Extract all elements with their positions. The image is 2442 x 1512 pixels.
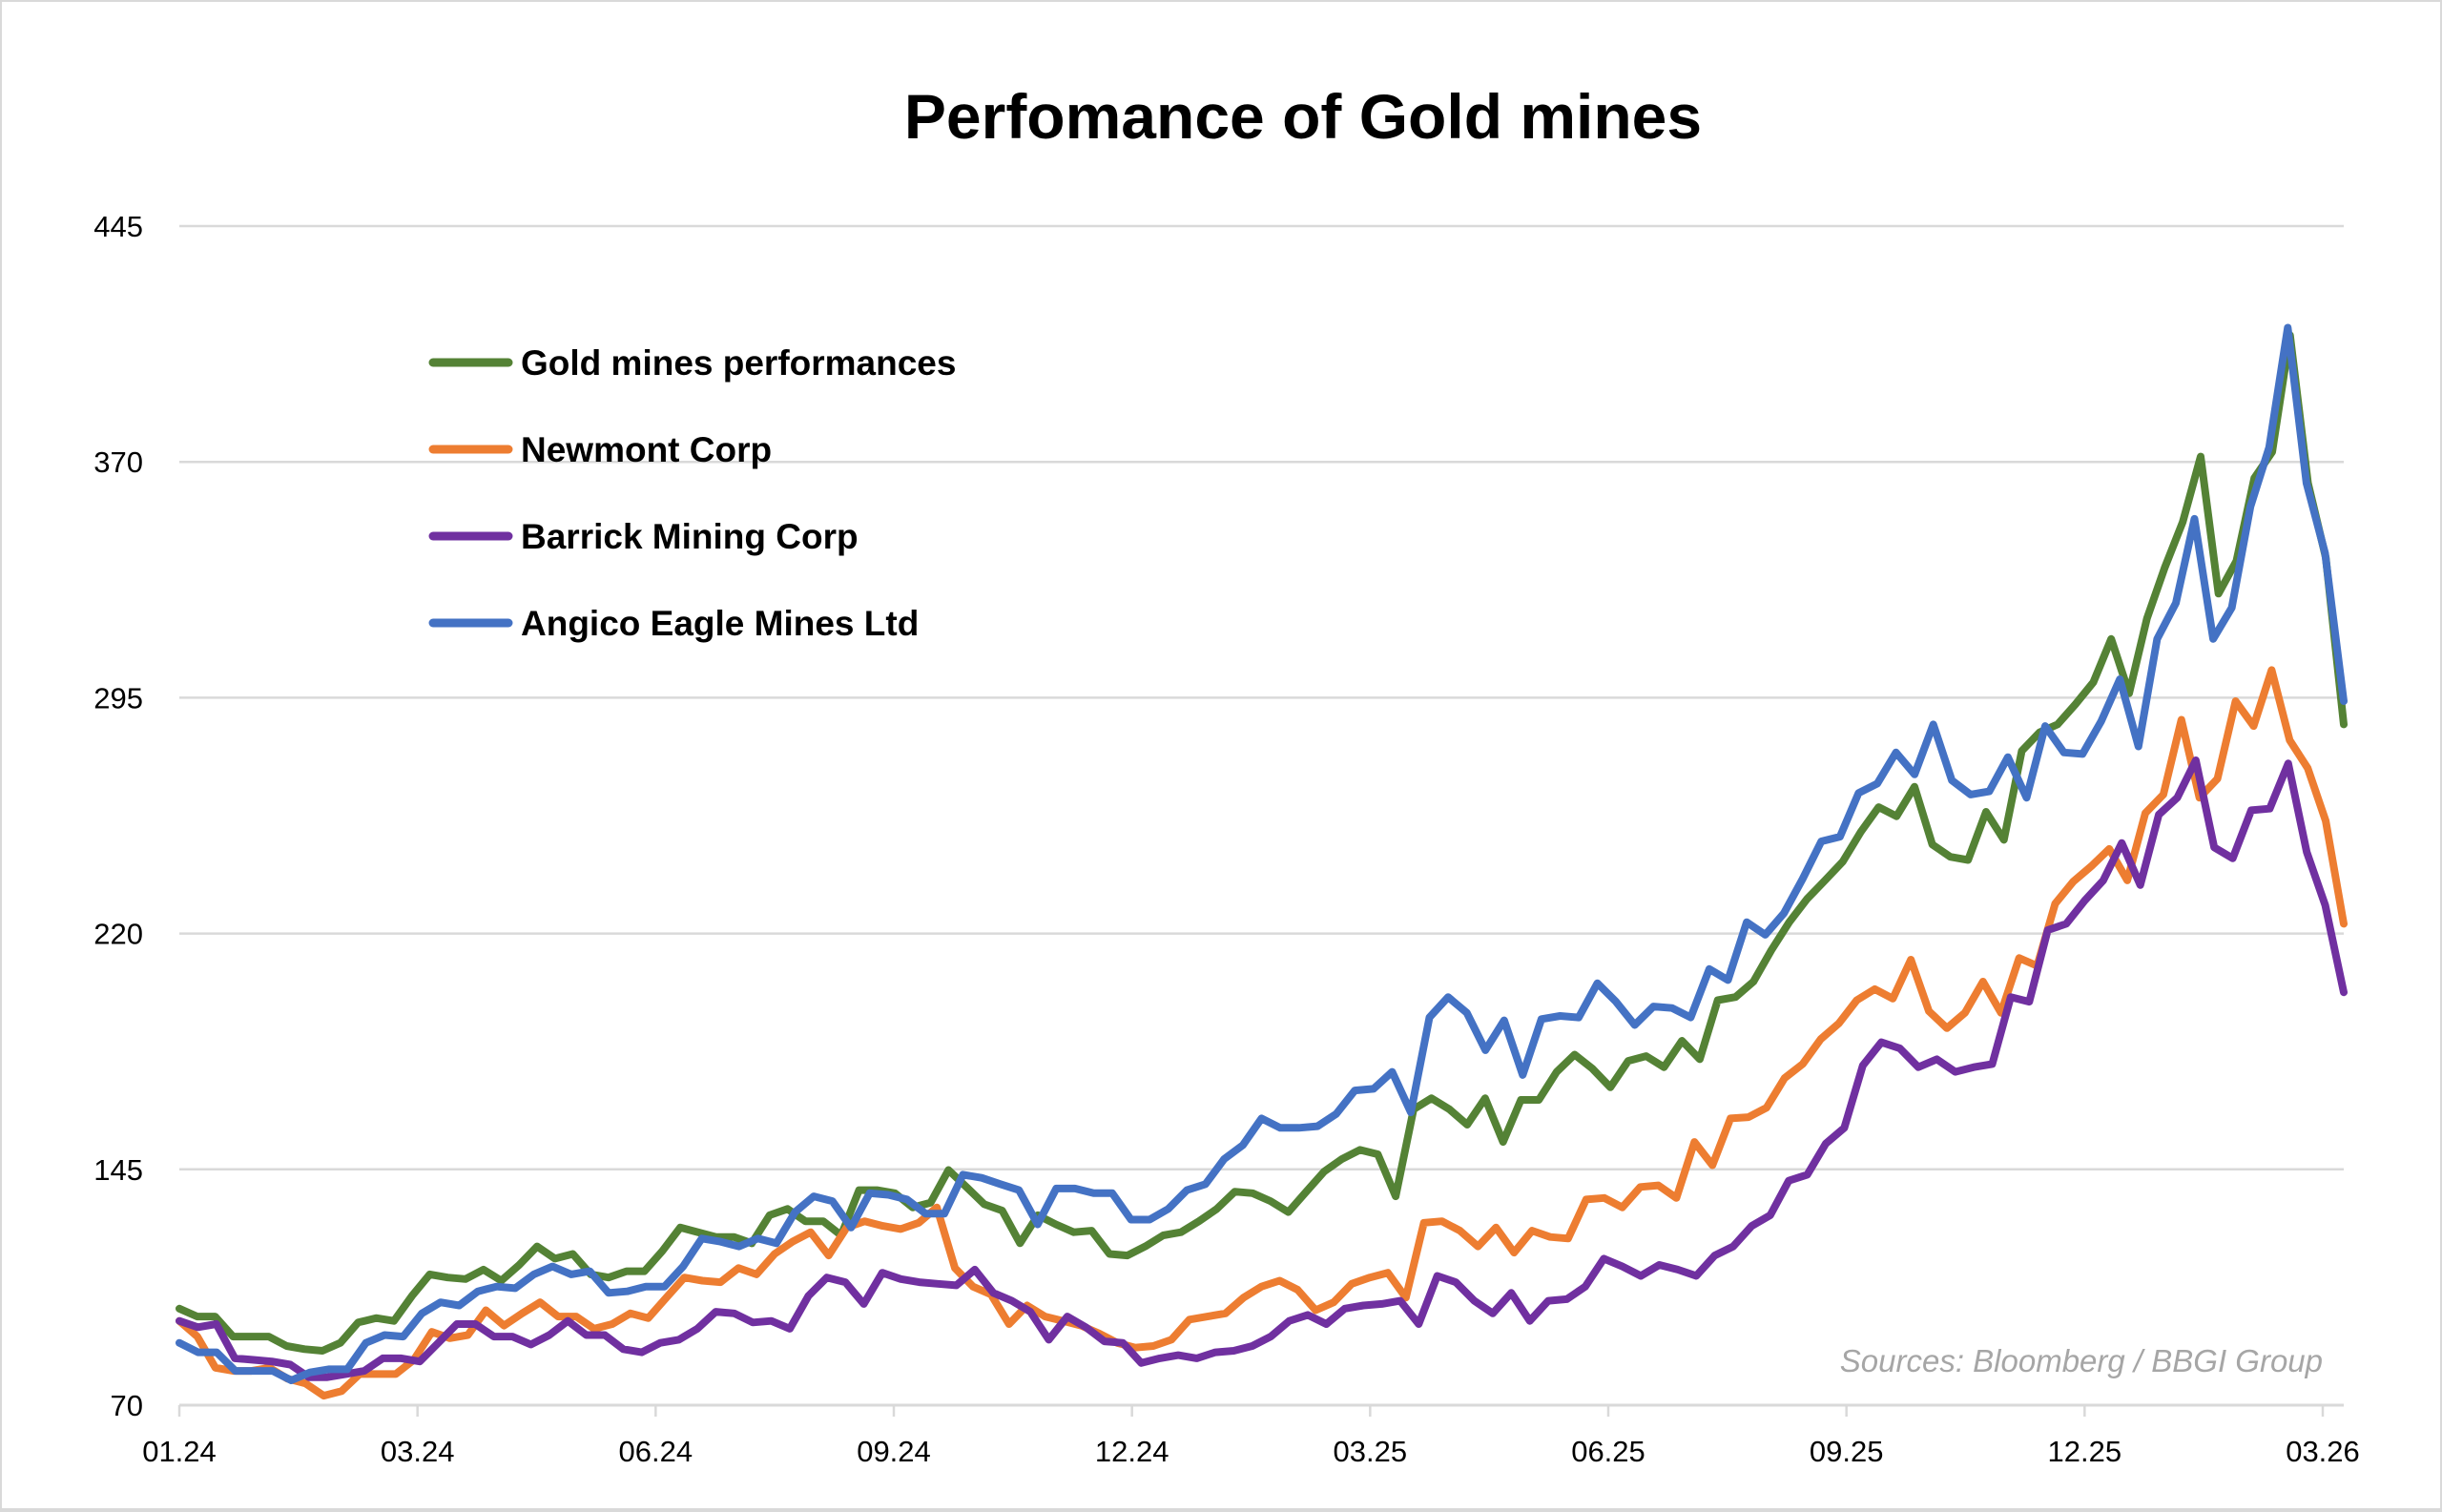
legend-label: Gold mines performances — [521, 343, 956, 383]
legend-label: Barrick Mining Corp — [521, 517, 859, 556]
series-line-0 — [176, 331, 2348, 1355]
x-tick-label: 06.24 — [619, 1435, 693, 1468]
x-tick-label: 01.24 — [142, 1435, 217, 1468]
legend-item-barrick: Barrick Mining Corp — [428, 517, 859, 556]
legend-label: Angico Eagle Mines Ltd — [521, 604, 919, 643]
x-tick-label: 03.24 — [381, 1435, 455, 1468]
x-tick-label: 06.25 — [1571, 1435, 1645, 1468]
x-tick-label: 09.24 — [857, 1435, 931, 1468]
y-tick-label: 295 — [93, 681, 143, 715]
x-tick-label: 03.25 — [1334, 1435, 1408, 1468]
legend-label: Newmont Corp — [521, 430, 772, 469]
y-tick-label: 370 — [93, 445, 143, 479]
series-line-1 — [176, 666, 2348, 1400]
source-note: Sources: Bloomberg / BBGI Group — [1840, 1343, 2323, 1378]
legend-item-gold-mines: Gold mines performances — [428, 343, 956, 383]
legend-item-angico: Angico Eagle Mines Ltd — [428, 604, 919, 643]
gridlines — [179, 224, 2344, 1171]
y-tick-label: 220 — [93, 918, 143, 951]
legend-item-newmont: Newmont Corp — [428, 430, 772, 469]
x-tick-label: 09.25 — [1810, 1435, 1884, 1468]
x-tick-label: 12.25 — [2048, 1435, 2122, 1468]
y-tick-label: 70 — [111, 1389, 143, 1422]
y-tick-label: 445 — [93, 210, 143, 243]
series-line-3 — [176, 323, 2348, 1384]
x-axis: 01.24 03.24 06.24 09.24 12.24 03.25 06.25 09.25… — [142, 1403, 2360, 1468]
y-tick-label: 145 — [93, 1153, 143, 1187]
legend: Gold mines performances Newmont Corp Bar… — [428, 343, 956, 643]
x-tick-label: 03.26 — [2286, 1435, 2360, 1468]
series-lines — [176, 323, 2348, 1400]
y-axis-ticks: 445 370 295 220 145 70 — [93, 210, 143, 1422]
chart-title: Perfomance of Gold mines — [904, 81, 1702, 152]
series-line-2 — [176, 756, 2348, 1381]
x-tick-label: 12.24 — [1095, 1435, 1169, 1468]
